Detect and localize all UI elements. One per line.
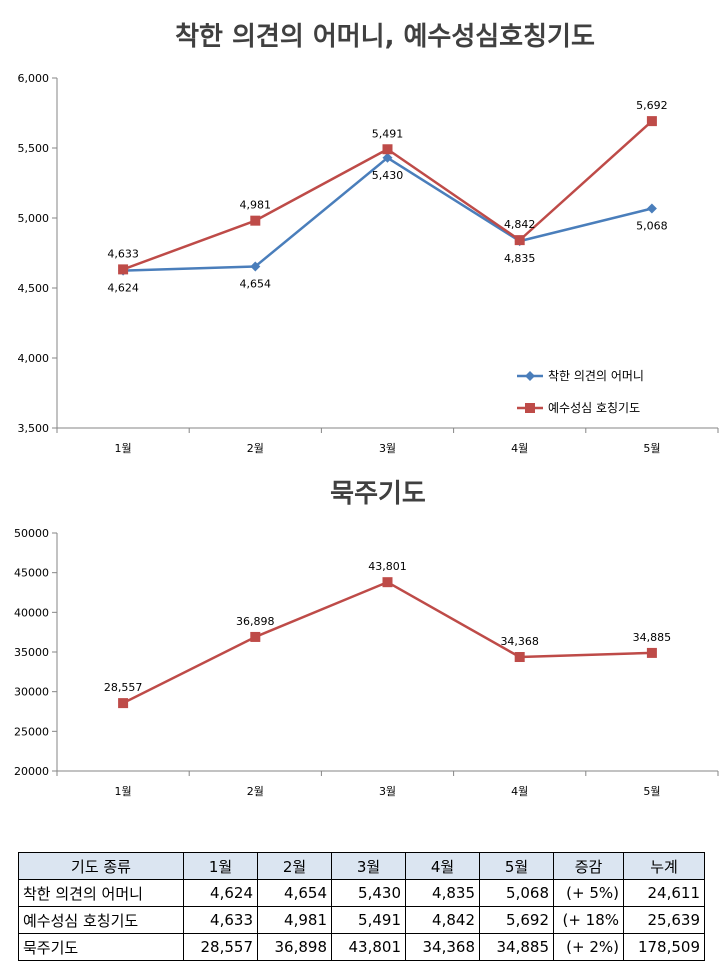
y-tick-label: 45000 (14, 567, 49, 580)
legend-label: 예수성심 호칭기도 (548, 401, 640, 415)
data-label: 4,842 (504, 218, 536, 231)
x-tick-label: 1월 (115, 785, 132, 798)
table-cell: 5,491 (331, 906, 406, 934)
data-point (646, 647, 657, 658)
data-label: 34,368 (500, 635, 539, 648)
header-cell: 4월 (405, 852, 480, 880)
header-cell: 1월 (183, 852, 258, 880)
data-point (382, 144, 393, 155)
data-point (382, 577, 393, 588)
table-cell: 4,654 (257, 879, 332, 907)
table-cell: 34,885 (479, 933, 554, 961)
x-tick-label: 5월 (643, 442, 660, 455)
x-tick-label: 3월 (379, 442, 396, 455)
table-cell: 178,509 (623, 933, 705, 961)
table-cell: 25,639 (623, 906, 705, 934)
data-point (118, 264, 129, 275)
header-cell: 누계 (623, 852, 705, 880)
data-label: 5,491 (372, 127, 404, 140)
series-line (122, 120, 653, 271)
y-tick-label: 6,000 (18, 72, 50, 85)
y-tick-label: 5,000 (18, 212, 50, 225)
table-cell: 4,633 (183, 906, 258, 934)
y-tick-label: 4,000 (18, 352, 50, 365)
table-cell: (+ 5%) (553, 879, 624, 907)
x-tick-label: 2월 (247, 785, 264, 798)
table-cell: 36,898 (257, 933, 332, 961)
data-label: 43,801 (368, 560, 407, 573)
table-cell: 4,981 (257, 906, 332, 934)
table-cell: 5,068 (479, 879, 554, 907)
y-tick-label: 20000 (14, 765, 49, 778)
data-label: 5,430 (372, 169, 404, 182)
data-point (250, 215, 261, 226)
row-label: 예수성심 호칭기도 (18, 906, 184, 934)
x-tick-label: 4월 (511, 785, 528, 798)
table-row: 묵주기도 28,557 36,898 43,801 34,368 34,885 … (18, 933, 705, 961)
data-label: 28,557 (104, 681, 143, 694)
data-point (250, 631, 261, 642)
y-tick-label: 4,500 (18, 282, 50, 295)
data-point (514, 235, 525, 246)
header-cell: 2월 (257, 852, 332, 880)
x-tick-label: 3월 (379, 785, 396, 798)
legend-label: 착한 의견의 어머니 (548, 369, 644, 383)
table-cell: 43,801 (331, 933, 406, 961)
table-cell: 4,624 (183, 879, 258, 907)
data-point (250, 261, 261, 272)
data-label: 4,624 (107, 282, 139, 295)
data-label: 36,898 (236, 615, 275, 628)
table-row: 착한 의견의 어머니 4,624 4,654 5,430 4,835 5,068… (18, 879, 705, 907)
y-tick-label: 3,500 (18, 422, 50, 435)
legend-marker (525, 403, 535, 413)
data-point (118, 698, 129, 709)
summary-table: 기도 종류 1월 2월 3월 4월 5월 증감 누계 착한 의견의 어머니 4,… (18, 852, 705, 961)
data-point (514, 652, 525, 663)
chart-bottom: 묵주기도 20000 25000 30000 35000 40000 45000 50000 1… (14, 479, 719, 798)
y-tick-label: 35000 (14, 646, 49, 659)
chart-top: 착한 의견의 어머니, 예수성심호칭기도 3,500 4,000 4,500 5,000… (18, 22, 719, 455)
table-cell: 5,692 (479, 906, 554, 934)
table-row: 예수성심 호칭기도 4,633 4,981 5,491 4,842 5,692 … (18, 906, 705, 934)
x-tick-label: 4월 (511, 442, 528, 455)
table-cell: 24,611 (623, 879, 705, 907)
table-cell: (+ 2%) (553, 933, 624, 961)
data-point (646, 203, 657, 214)
data-label: 5,068 (636, 219, 668, 232)
y-tick-label: 25000 (14, 725, 49, 738)
series-line (122, 580, 652, 705)
table-cell: (+ 18% (553, 906, 624, 934)
x-tick-label: 2월 (247, 442, 264, 455)
header-cell: 5월 (479, 852, 554, 880)
data-label: 4,654 (240, 277, 272, 290)
row-label: 착한 의견의 어머니 (18, 879, 184, 907)
data-point (646, 116, 657, 127)
chart-title: 묵주기도 (330, 479, 426, 509)
table-cell: 28,557 (183, 933, 258, 961)
table-cell: 34,368 (405, 933, 480, 961)
data-label: 5,692 (636, 99, 668, 112)
table-cell: 4,835 (405, 879, 480, 907)
table-cell: 5,430 (331, 879, 406, 907)
header-cell: 3월 (331, 852, 406, 880)
data-label: 4,633 (107, 247, 139, 260)
data-point (382, 152, 393, 163)
data-label: 4,981 (240, 199, 272, 212)
x-tick-label: 1월 (115, 442, 132, 455)
legend-marker (525, 371, 535, 381)
row-label: 묵주기도 (18, 933, 184, 961)
header-cell: 기도 종류 (18, 852, 184, 880)
chart-title: 착한 의견의 어머니, 예수성심호칭기도 (175, 22, 595, 52)
table-header-row: 기도 종류 1월 2월 3월 4월 5월 증감 누계 (18, 852, 705, 880)
x-tick-label: 5월 (643, 785, 660, 798)
y-tick-label: 50000 (14, 527, 49, 540)
data-label: 34,885 (633, 631, 672, 644)
header-cell: 증감 (553, 852, 624, 880)
y-tick-label: 30000 (14, 686, 49, 699)
table-cell: 4,842 (405, 906, 480, 934)
y-tick-label: 40000 (14, 606, 49, 619)
y-tick-label: 5,500 (18, 142, 50, 155)
data-label: 4,835 (504, 252, 536, 265)
